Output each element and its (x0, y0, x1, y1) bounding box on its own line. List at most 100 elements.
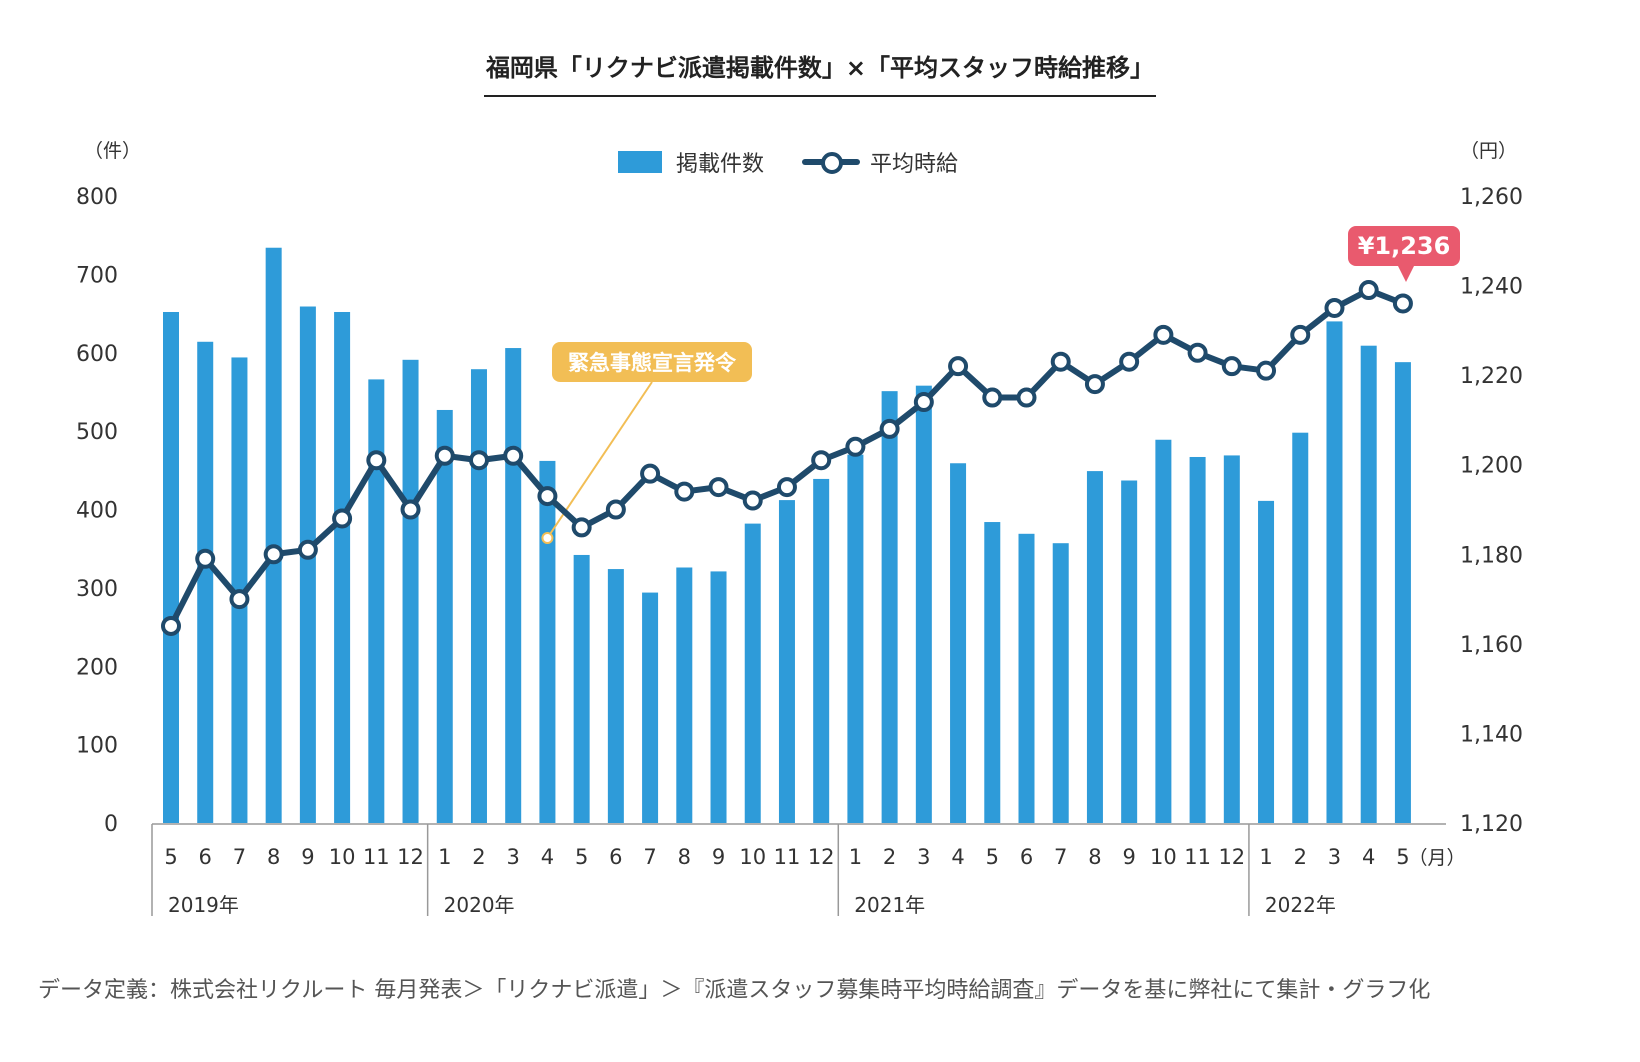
wage-point (434, 445, 455, 466)
bar (334, 311, 351, 823)
x-tick-label: 1 (438, 845, 451, 869)
wage-point (1221, 356, 1242, 377)
x-tick-label: 4 (541, 845, 554, 869)
legend-line-label: 平均時給 (870, 152, 959, 177)
legend-bar-swatch (618, 151, 662, 173)
bar (1086, 471, 1103, 823)
wage-point (332, 508, 353, 529)
y-right-tick-label: 1,240 (1460, 275, 1523, 300)
wage-point (503, 445, 524, 466)
y-right-tick-label: 1,160 (1460, 633, 1523, 658)
bar (607, 569, 624, 823)
y-left-tick-label: 500 (76, 420, 118, 445)
right-axis-unit: （円） (1460, 140, 1518, 162)
y-right-tick-label: 1,120 (1460, 812, 1523, 837)
y-left-tick-label: 0 (104, 812, 118, 837)
wage-point (982, 387, 1003, 408)
wage-point (468, 450, 489, 471)
wage-point (1290, 324, 1311, 345)
legend-bar: 掲載件数 (618, 146, 764, 178)
y-left-tick-label: 400 (76, 499, 118, 524)
wage-point (1084, 374, 1105, 395)
wage-point (879, 418, 900, 439)
bar (265, 247, 282, 824)
bar (197, 341, 214, 823)
x-tick-label: 5 (164, 845, 177, 869)
y-left-tick-label: 800 (76, 185, 118, 210)
wage-point (263, 544, 284, 565)
legend-bar-label: 掲載件数 (676, 152, 765, 177)
x-tick-label: 12 (397, 845, 424, 869)
bar (744, 523, 761, 823)
x-tick-label: 4 (1362, 845, 1375, 869)
x-tick-label: 5 (1396, 845, 1409, 869)
bar (676, 567, 693, 823)
wage-point (1119, 351, 1140, 372)
wage-point (776, 477, 797, 498)
latest-wage-callout: ¥1,236 (1348, 226, 1460, 266)
bar (950, 463, 967, 823)
x-tick-label: 2 (883, 845, 896, 869)
wage-point (571, 517, 592, 538)
bar (642, 592, 659, 823)
wage-point (297, 539, 318, 560)
x-tick-label: 11 (1184, 845, 1211, 869)
footnote: データ定義：株式会社リクルート 毎月発表＞「リクナビ派遣」＞『派遣スタッフ募集時… (38, 978, 1431, 1003)
bar (1121, 480, 1138, 823)
wage-point (605, 499, 626, 520)
wage-point (1050, 351, 1071, 372)
x-tick-label: 8 (678, 845, 691, 869)
wage-point (1358, 280, 1379, 301)
bar (915, 385, 932, 823)
year-label: 2020年 (444, 893, 515, 917)
bar (1326, 321, 1343, 823)
x-tick-label: 8 (1088, 845, 1101, 869)
legend-line: 平均時給 (802, 146, 958, 178)
bar (1360, 345, 1377, 823)
wage-point (1016, 387, 1037, 408)
chart-title-wrap: 福岡県「リクナビ派遣掲載件数」×「平均スタッフ時給推移」 (0, 48, 1640, 97)
bar (881, 391, 898, 823)
left-axis-unit: （件） (84, 140, 142, 162)
bar (1223, 455, 1240, 823)
wage-point (948, 356, 969, 377)
y-left-tick-label: 100 (76, 734, 118, 759)
year-label: 2022年 (1265, 893, 1336, 917)
wage-point (400, 499, 421, 520)
wage-point (742, 490, 763, 511)
bar (368, 379, 385, 823)
x-tick-label: 8 (267, 845, 280, 869)
latest-wage-callout-tail (1397, 264, 1415, 282)
x-tick-label: 9 (1122, 845, 1135, 869)
bar (163, 311, 179, 823)
x-tick-label: 3 (1328, 845, 1341, 869)
bar (1155, 439, 1172, 823)
x-tick-label: 11 (774, 845, 801, 869)
chart-title: 福岡県「リクナビ派遣掲載件数」×「平均スタッフ時給推移」 (483, 48, 1157, 97)
wage-point (708, 477, 729, 498)
bar (1394, 362, 1411, 823)
wage-point (674, 481, 695, 502)
bar (847, 454, 864, 823)
wage-point (366, 450, 387, 471)
bar (1189, 456, 1206, 823)
wage-point (845, 436, 866, 457)
y-left-tick-label: 700 (76, 263, 118, 288)
y-left-tick-label: 300 (76, 577, 118, 602)
bar (984, 522, 1001, 823)
x-tick-label: 5 (575, 845, 588, 869)
x-axis-unit: （月） (1408, 847, 1465, 869)
bar (299, 306, 316, 823)
x-tick-label: 3 (917, 845, 930, 869)
x-tick-label: 10 (739, 845, 766, 869)
x-tick-label: 6 (199, 845, 212, 869)
legend-line-swatch (802, 151, 860, 174)
wage-point (640, 463, 661, 484)
x-tick-label: 12 (1218, 845, 1245, 869)
y-left-tick-label: 200 (76, 655, 118, 680)
x-tick-label: 7 (233, 845, 246, 869)
bar (470, 369, 487, 823)
bar (505, 348, 522, 823)
x-tick-label: 6 (1020, 845, 1033, 869)
